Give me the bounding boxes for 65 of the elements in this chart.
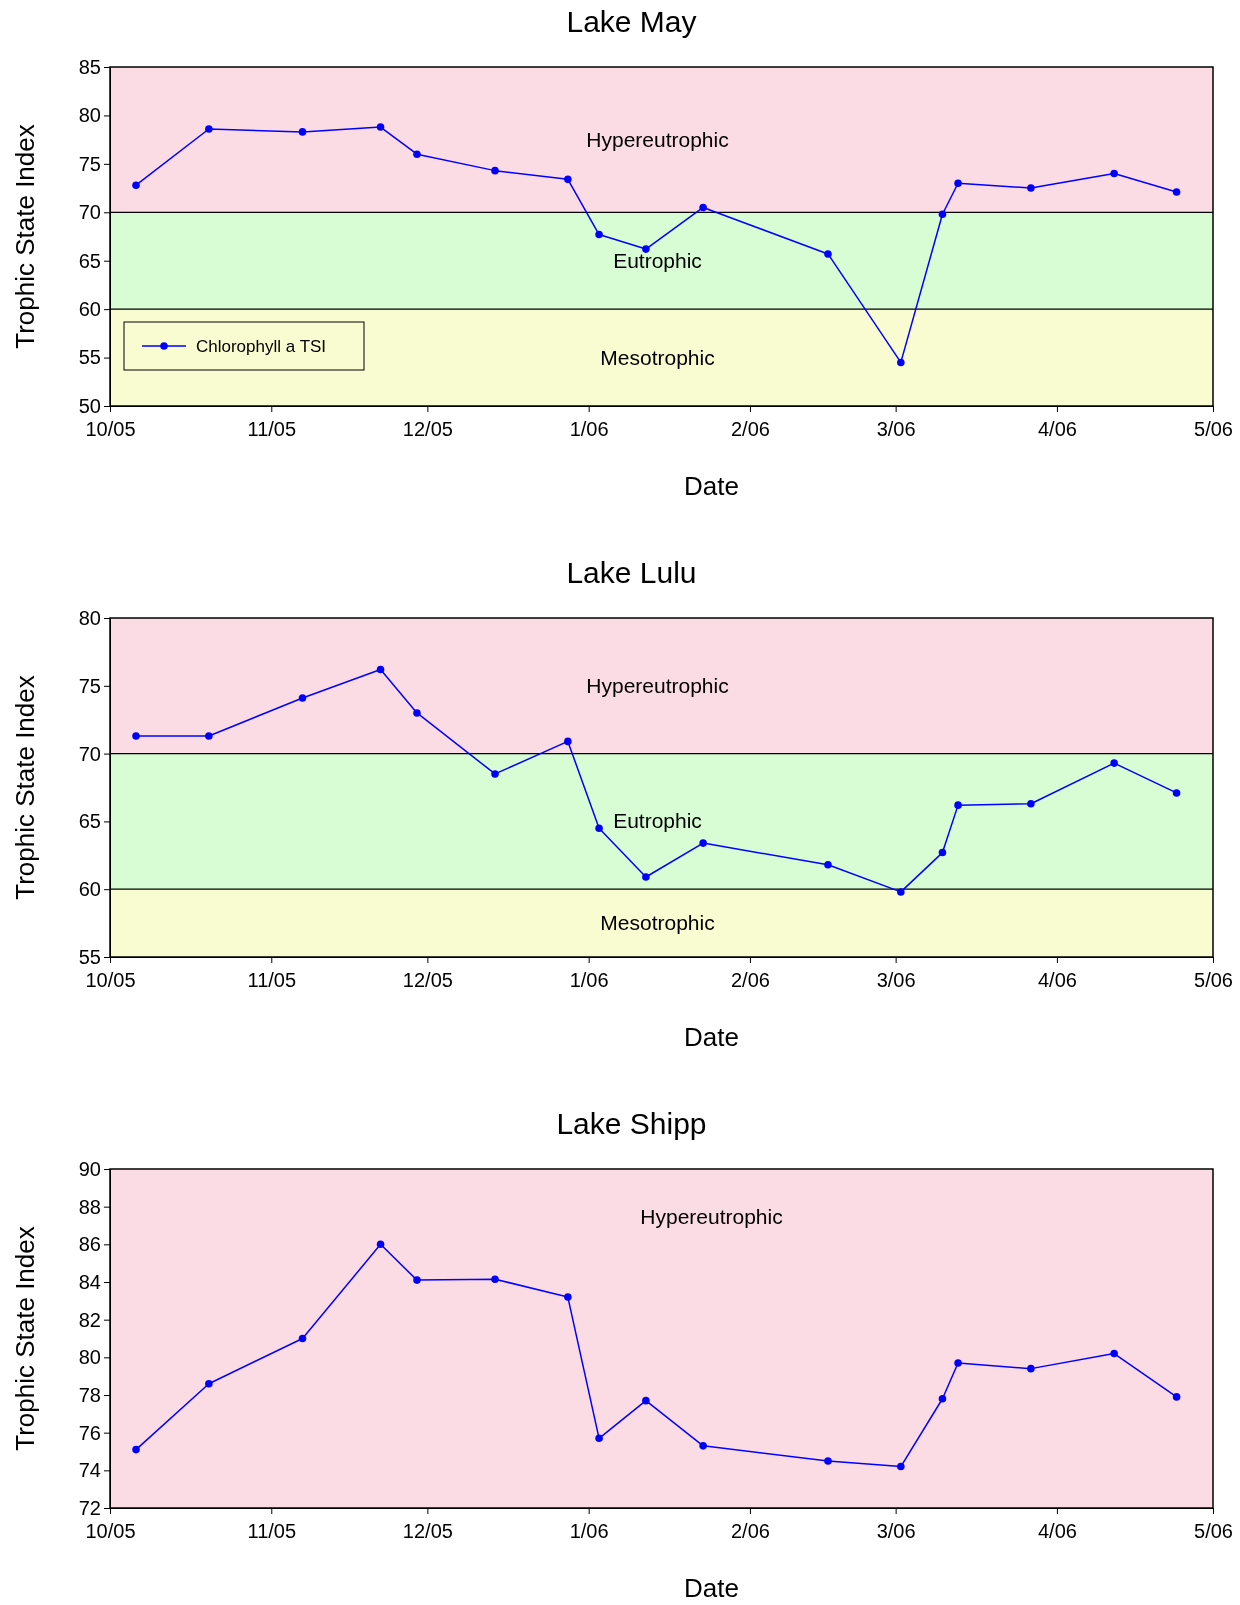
chart-title: Lake May: [566, 5, 697, 38]
x-tick-label: 1/06: [569, 969, 609, 991]
x-tick-label: 10/05: [85, 418, 136, 440]
y-tick-label: 85: [78, 55, 101, 78]
y-tick-label: 82: [78, 1308, 101, 1331]
x-tick-label: 2/06: [730, 418, 770, 440]
x-axis-title: Date: [684, 1573, 739, 1603]
y-tick-label: 74: [78, 1459, 101, 1482]
x-tick-label: 4/06: [1037, 418, 1077, 440]
x-tick-label: 11/05: [247, 1520, 297, 1542]
legend-label: Chlorophyll a TSI: [196, 337, 327, 356]
y-tick-label: 80: [78, 1346, 101, 1369]
band-label: Mesotrophic: [600, 345, 715, 369]
y-tick-label: 75: [78, 152, 101, 175]
y-tick-label: 84: [78, 1270, 101, 1293]
x-tick-label: 12/05: [402, 969, 453, 991]
x-tick-label: 10/05: [85, 969, 136, 991]
x-tick-label: 1/06: [569, 1520, 609, 1542]
x-tick-label: 2/06: [730, 969, 770, 991]
y-tick-label: 70: [78, 201, 101, 224]
x-tick-label: 10/05: [85, 1520, 136, 1542]
x-tick-label: 5/06: [1194, 418, 1233, 440]
y-tick-label: 55: [78, 346, 101, 369]
x-tick-label: 4/06: [1037, 1520, 1077, 1542]
x-axis-title: Date: [684, 1022, 739, 1052]
band-label: Hypereutrophic: [640, 1205, 783, 1228]
y-tick-label: 88: [78, 1195, 101, 1218]
y-tick-label: 65: [78, 810, 101, 833]
band-label: Hypereutrophic: [586, 673, 729, 697]
x-tick-label: 11/05: [247, 969, 297, 991]
y-tick-label: 80: [78, 104, 101, 127]
x-tick-label: 3/06: [876, 1520, 916, 1542]
y-tick-label: 90: [78, 1157, 101, 1180]
x-tick-label: 3/06: [876, 418, 916, 440]
y-tick-label: 70: [78, 742, 101, 765]
x-tick-label: 11/05: [247, 418, 297, 440]
y-tick-label: 80: [78, 606, 101, 629]
x-tick-label: 4/06: [1037, 969, 1077, 991]
x-tick-label: 1/06: [569, 418, 609, 440]
y-tick-label: 55: [78, 945, 101, 968]
band-label: Hypereutrophic: [586, 127, 729, 151]
x-tick-label: 2/06: [730, 1520, 770, 1542]
band-label: Eutrophic: [613, 809, 702, 833]
y-tick-label: 65: [78, 249, 101, 272]
y-axis-title: Trophic State Index: [10, 124, 40, 349]
band-label: Mesotrophic: [600, 911, 715, 935]
y-tick-label: 76: [78, 1421, 101, 1444]
x-tick-label: 5/06: [1194, 969, 1233, 991]
y-axis-title: Trophic State Index: [10, 1226, 40, 1451]
y-tick-label: 75: [78, 674, 101, 697]
x-tick-label: 12/05: [402, 1520, 453, 1542]
y-tick-label: 78: [78, 1383, 101, 1406]
x-tick-label: 3/06: [876, 969, 916, 991]
y-tick-label: 50: [78, 394, 101, 417]
band-label: Eutrophic: [613, 248, 702, 272]
y-tick-label: 60: [78, 878, 101, 901]
x-tick-label: 12/05: [402, 418, 453, 440]
y-tick-label: 60: [78, 298, 101, 321]
x-tick-label: 5/06: [1194, 1520, 1233, 1542]
y-tick-label: 86: [78, 1233, 101, 1256]
x-axis-title: Date: [684, 471, 739, 501]
y-axis-title: Trophic State Index: [10, 675, 40, 900]
y-tick-label: 72: [78, 1496, 101, 1519]
chart-title: Lake Shipp: [556, 1107, 707, 1140]
chart-title: Lake Lulu: [566, 556, 697, 589]
